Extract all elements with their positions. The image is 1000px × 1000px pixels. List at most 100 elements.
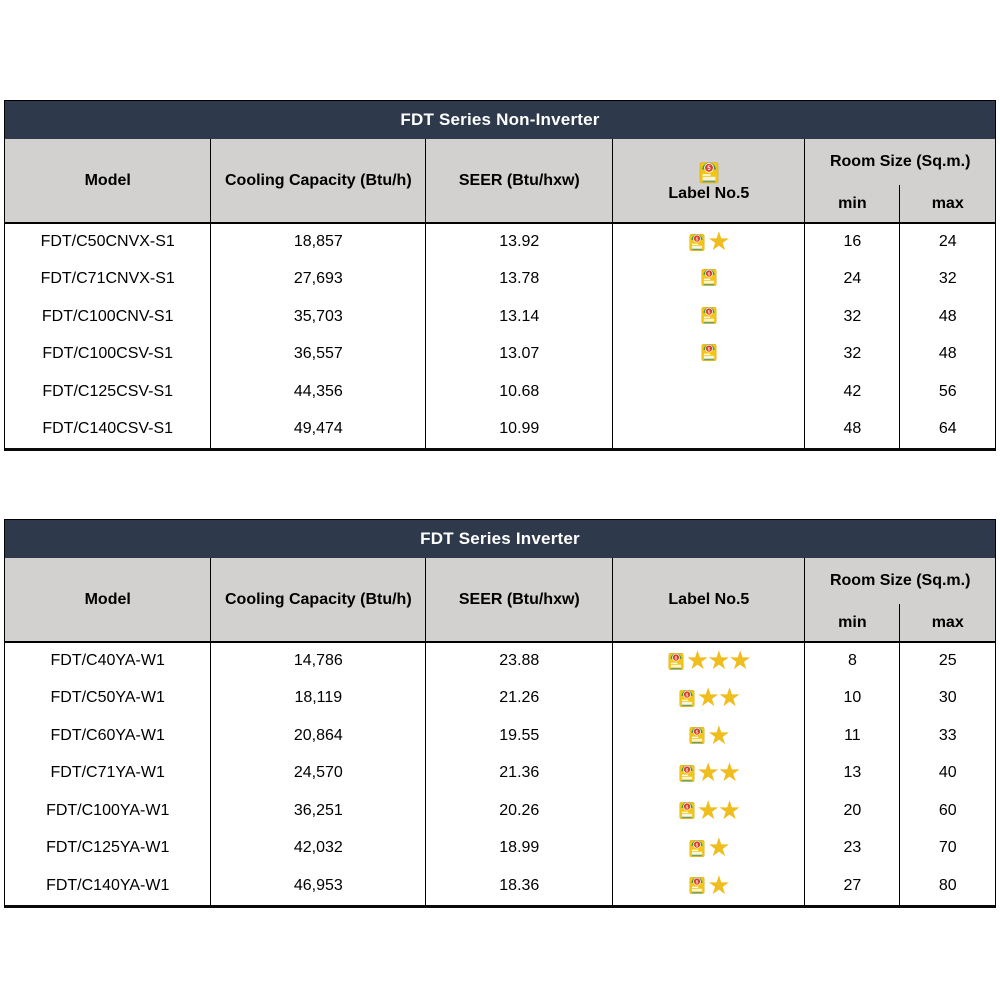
cooling-capacity-cell: 18,119 — [210, 679, 426, 717]
label-rating-cell: 5 — [612, 298, 805, 336]
inverter-table-body: FDT/C40YA-W1 14,786 23.88 5 ★★★ 8 25 FDT/C50Y… — [5, 642, 995, 905]
svg-text:5: 5 — [707, 166, 711, 172]
star-rating: ★ — [707, 226, 730, 256]
energy-label-icon: 5 — [679, 764, 694, 782]
svg-text:5: 5 — [696, 842, 699, 848]
room-max-cell: 48 — [899, 298, 995, 336]
seer-cell: 20.26 — [425, 792, 613, 830]
column-header-cooling-capacity: Cooling Capacity (Btu/h) — [210, 558, 426, 643]
room-min-cell: 8 — [804, 642, 900, 680]
cooling-capacity-cell: 36,251 — [210, 792, 426, 830]
svg-text:5: 5 — [696, 729, 699, 735]
room-min-cell: 42 — [804, 373, 900, 411]
model-cell: FDT/C50YA-W1 — [50, 689, 165, 707]
energy-label-icon: 5 — [689, 877, 705, 894]
room-max-cell: 64 — [899, 410, 995, 448]
column-header-room-size: Room Size (Sq.m.) — [804, 139, 995, 185]
cooling-capacity-cell: 42,032 — [210, 829, 426, 867]
table-row: FDT/C40YA-W1 14,786 23.88 5 ★★★ 8 25 — [5, 642, 995, 680]
label-rating-cell: 5 — [612, 335, 805, 373]
label-rating-content: 5 ★ — [689, 869, 731, 900]
cooling-capacity-cell: 46,953 — [210, 867, 426, 905]
table-title: FDT Series Non-Inverter — [5, 101, 995, 139]
energy-label-icon: 5 — [689, 839, 705, 857]
svg-text:5: 5 — [708, 347, 711, 353]
cooling-capacity-cell: 44,356 — [210, 373, 426, 411]
inverter-table-section: FDT Series Inverter Model Cooling Capaci… — [4, 519, 996, 908]
cooling-capacity-cell: 27,693 — [210, 260, 426, 298]
room-max-cell: 60 — [899, 792, 995, 830]
inverter-table: Model Cooling Capacity (Btu/h) SEER (Btu… — [5, 558, 995, 905]
model-cell: FDT/C125CSV-S1 — [42, 382, 174, 400]
header-icon-slot: 5 — [699, 159, 719, 184]
seer-cell: 10.68 — [425, 373, 613, 411]
energy-label-icon: 5 — [679, 802, 694, 819]
cooling-capacity-cell: 14,786 — [210, 642, 426, 680]
seer-cell: 13.14 — [425, 298, 613, 336]
model-cell: FDT/C125YA-W1 — [46, 839, 170, 857]
room-max-cell: 70 — [899, 829, 995, 867]
room-max-cell: 48 — [899, 335, 995, 373]
svg-text:5: 5 — [685, 804, 688, 810]
energy-label-icon: 5 — [689, 727, 705, 744]
table-row: FDT/C140YA-W1 46,953 18.36 5 ★ 27 80 — [5, 867, 995, 905]
column-header-model: Model — [5, 139, 211, 224]
label-rating-content: 5 — [701, 304, 717, 325]
svg-text:5: 5 — [708, 309, 711, 315]
room-min-cell: 11 — [804, 717, 900, 755]
table-row: FDT/C100CSV-S1 36,557 13.07 5 32 48 — [5, 335, 995, 373]
label-rating-cell: 5 ★ — [612, 717, 805, 755]
star-rating: ★★★ — [685, 645, 752, 675]
model-cell: FDT/C50CNVX-S1 — [40, 233, 175, 251]
label-rating-content: 5 ★★ — [679, 757, 742, 787]
energy-label-icon: 5 — [679, 689, 694, 707]
model-cell: FDT/C140CSV-S1 — [42, 420, 174, 438]
label-rating-cell: 5 ★ — [612, 829, 805, 867]
model-cell: FDT/C60YA-W1 — [50, 726, 165, 744]
column-header-room-size: Room Size (Sq.m.) — [804, 558, 995, 604]
seer-cell: 21.36 — [425, 754, 613, 792]
label-rating-cell: 5 — [612, 260, 805, 298]
table-row: FDT/C100YA-W1 36,251 20.26 5 ★★ 20 60 — [5, 792, 995, 830]
cooling-capacity-cell: 24,570 — [210, 754, 426, 792]
room-min-cell: 24 — [804, 260, 900, 298]
star-rating: ★ — [707, 869, 730, 900]
table-row: FDT/C71CNVX-S1 27,693 13.78 5 24 32 — [5, 260, 995, 298]
room-max-cell: 40 — [899, 754, 995, 792]
seer-cell: 10.99 — [425, 410, 613, 448]
label-rating-content: 5 ★★ — [679, 684, 741, 710]
column-header-label-text: Label No.5 — [668, 184, 750, 202]
seer-cell: 13.78 — [425, 260, 613, 298]
table-row: FDT/C60YA-W1 20,864 19.55 5 ★ 11 33 — [5, 717, 995, 755]
column-header-max: max — [899, 604, 995, 643]
label-rating-content: 5 ★ — [689, 226, 731, 256]
star-rating: ★ — [707, 719, 730, 750]
room-max-cell: 56 — [899, 373, 995, 411]
star-rating: ★★ — [696, 757, 742, 787]
cooling-capacity-cell: 36,557 — [210, 335, 426, 373]
table-row: FDT/C125CSV-S1 44,356 10.68 42 56 — [5, 373, 995, 411]
seer-cell: 13.07 — [425, 335, 613, 373]
star-rating: ★ — [707, 832, 730, 862]
column-header-min: min — [804, 185, 900, 224]
column-header-min: min — [804, 604, 900, 643]
model-cell: FDT/C71YA-W1 — [50, 764, 165, 782]
seer-cell: 18.99 — [425, 829, 613, 867]
room-min-cell: 32 — [804, 335, 900, 373]
table-title: FDT Series Inverter — [5, 520, 995, 558]
table-header: Model Cooling Capacity (Btu/h) SEER (Btu… — [5, 139, 995, 224]
room-max-cell: 25 — [899, 642, 995, 680]
column-header-seer: SEER (Btu/hxw) — [425, 558, 613, 643]
table-row: FDT/C50YA-W1 18,119 21.26 5 ★★ 10 30 — [5, 679, 995, 717]
label-rating-cell: 5 ★★ — [612, 679, 805, 717]
label-rating-content: 5 ★★ — [679, 797, 741, 823]
model-cell: FDT/C100CSV-S1 — [42, 345, 174, 363]
room-min-cell: 10 — [804, 679, 900, 717]
svg-text:5: 5 — [685, 692, 688, 698]
model-cell: FDT/C100CNV-S1 — [41, 307, 174, 325]
room-min-cell: 20 — [804, 792, 900, 830]
table-header: Model Cooling Capacity (Btu/h) SEER (Btu… — [5, 558, 995, 643]
energy-label-icon: 5 — [689, 233, 705, 251]
cooling-capacity-cell: 49,474 — [210, 410, 426, 448]
label-rating-content: 5 ★★★ — [668, 645, 752, 675]
